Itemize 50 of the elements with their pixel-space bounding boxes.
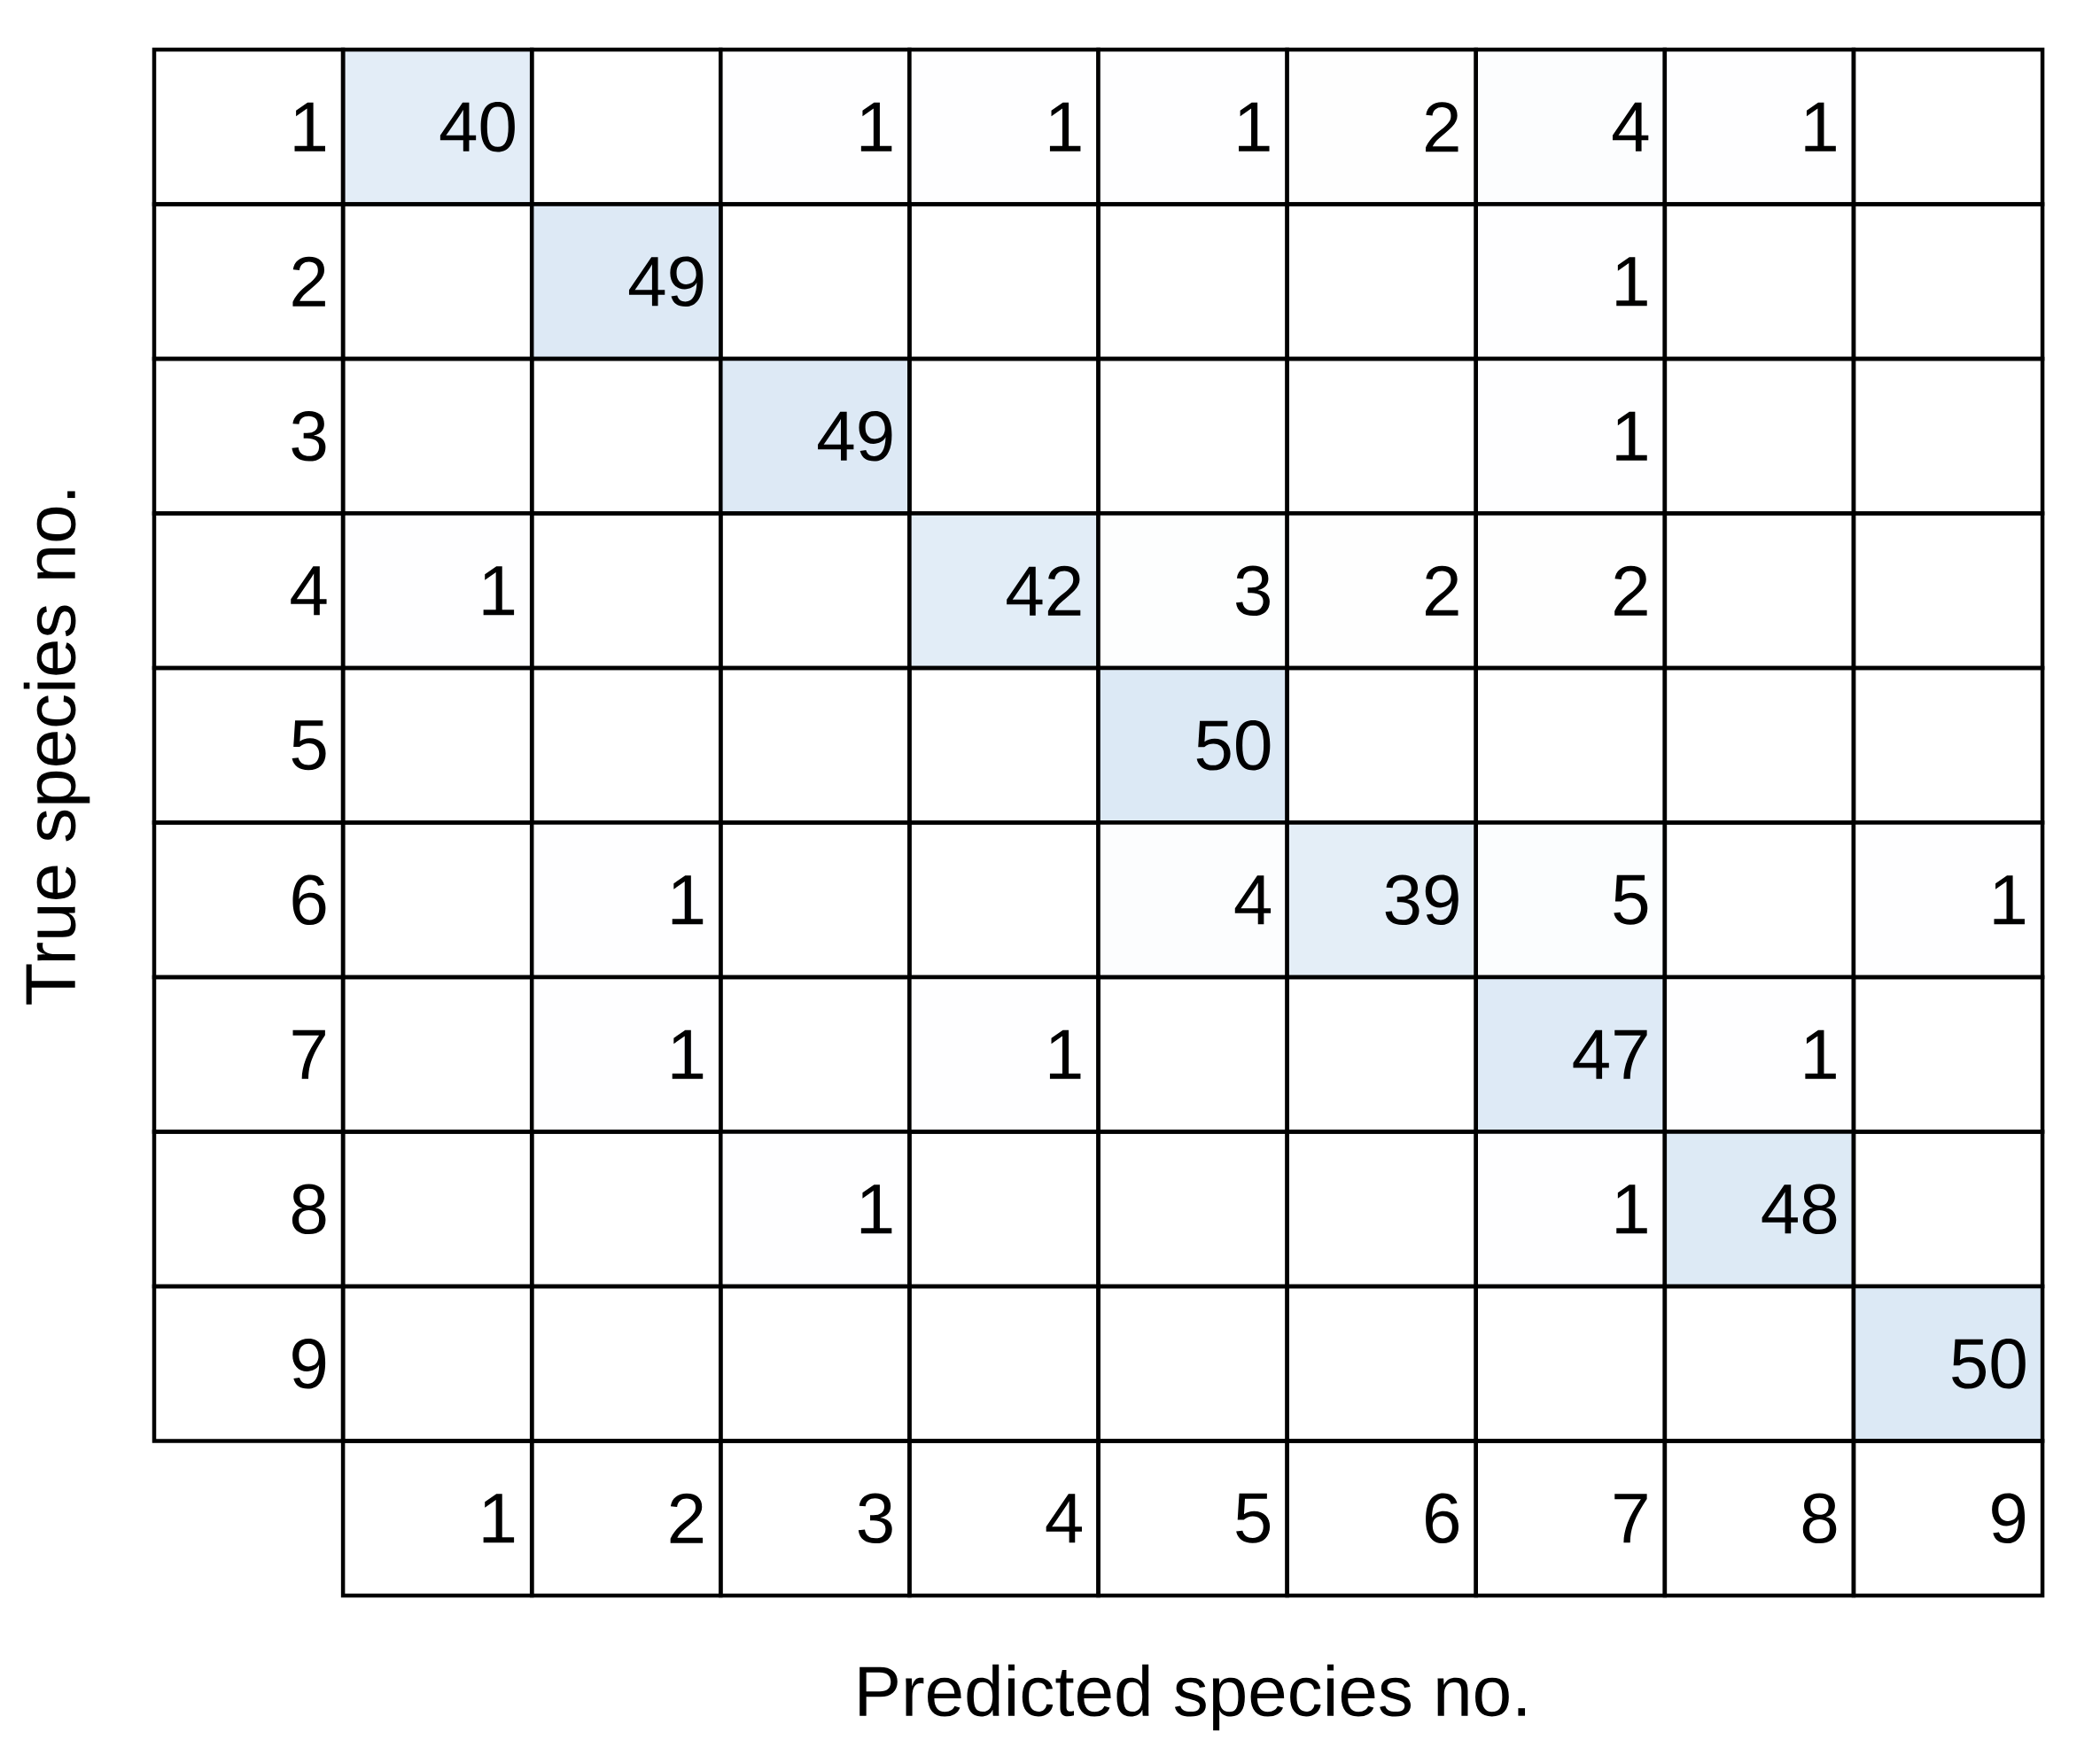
y-tick-label: 9 (292, 1338, 326, 1389)
data-label: 4 (1234, 875, 1272, 925)
x-tick-label: 6 (1426, 1493, 1459, 1544)
y-tick-label: 6 (292, 874, 326, 926)
data-label: 1 (860, 1184, 892, 1234)
x-tick-label: 2 (670, 1493, 704, 1543)
x-axis-title: Predicted species no. (859, 1664, 1526, 1731)
data-label: 50 (1952, 1338, 2026, 1389)
y-tick-label: 2 (292, 256, 325, 307)
data-label: 4 (1612, 102, 1649, 151)
data-label: 5 (1614, 874, 1648, 925)
data-label: 1 (1616, 411, 1647, 461)
data-label: 42 (1007, 565, 1081, 616)
data-label: 40 (439, 101, 515, 152)
data-label: 1 (1239, 102, 1270, 151)
x-tick-label: 4 (1046, 1494, 1082, 1543)
x-tick-label: 8 (1802, 1493, 1837, 1544)
data-label: 1 (1049, 1029, 1081, 1079)
data-label: 48 (1762, 1184, 1837, 1235)
x-tick-label: 3 (858, 1493, 892, 1544)
data-label: 1 (672, 875, 704, 925)
y-tick-label: 5 (292, 720, 326, 771)
y-axis-title: True species no. (23, 491, 90, 1005)
x-tick-label: 7 (1614, 1494, 1647, 1543)
data-label: 50 (1196, 719, 1271, 771)
data-label: 2 (1426, 102, 1458, 152)
data-label: 2 (1614, 565, 1647, 616)
data-label: 49 (818, 410, 892, 462)
data-label: 1 (1994, 875, 2025, 925)
data-label: 39 (1385, 874, 1458, 926)
x-tick-label: 1 (483, 1494, 515, 1543)
y-tick-label: 7 (292, 1029, 325, 1079)
data-label: 1 (860, 102, 892, 151)
x-tick-label: 5 (1236, 1493, 1271, 1543)
data-label: 3 (1235, 565, 1270, 617)
data-label: 1 (1805, 102, 1836, 151)
y-tick-label: 4 (291, 566, 327, 616)
data-label: 1 (1616, 257, 1647, 307)
data-label: 47 (1573, 1029, 1647, 1079)
y-tick-label: 8 (292, 1184, 326, 1235)
data-label: 1 (1616, 1184, 1647, 1234)
x-tick-label: 9 (1992, 1493, 2026, 1544)
data-label: 1 (1805, 1029, 1836, 1079)
data-label: 49 (628, 256, 704, 307)
data-label: 1 (483, 566, 515, 616)
data-label: 2 (1426, 565, 1458, 616)
y-tick-label: 3 (292, 410, 326, 462)
y-tick-label: 1 (294, 102, 325, 151)
data-label: 1 (672, 1029, 704, 1079)
data-label: 1 (1049, 102, 1081, 151)
